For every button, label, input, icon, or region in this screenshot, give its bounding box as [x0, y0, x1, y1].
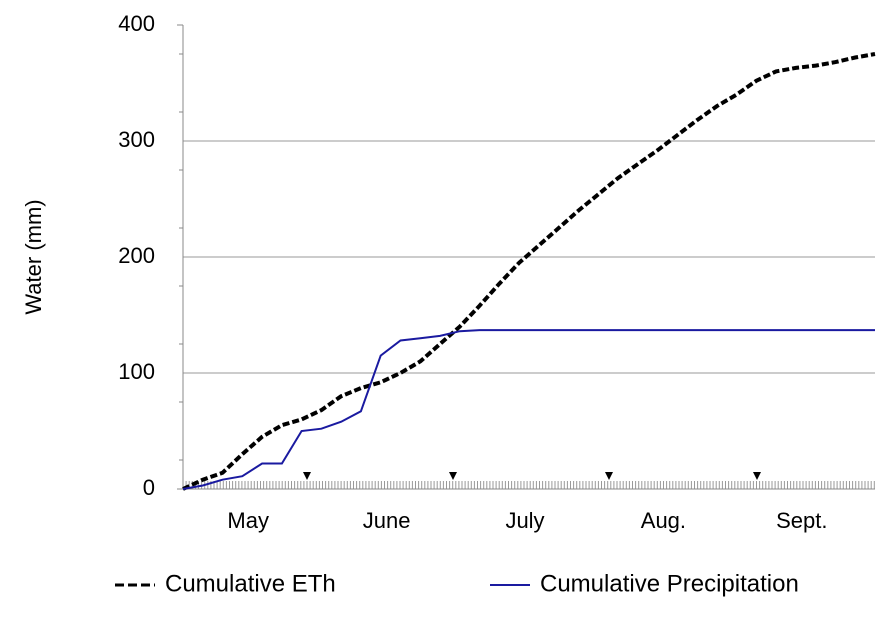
- y-tick-label: 400: [118, 11, 155, 36]
- x-tick-label: Sept.: [776, 508, 827, 533]
- legend-label: Cumulative Precipitation: [540, 570, 799, 597]
- y-axis-label: Water (mm): [21, 199, 46, 314]
- x-tick-label: Aug.: [641, 508, 686, 533]
- y-tick-label: 100: [118, 359, 155, 384]
- series-line: [182, 52, 876, 491]
- legend-label: Cumulative ETh: [165, 570, 336, 597]
- x-axis-decoration: [303, 472, 761, 480]
- y-tick-label: 0: [143, 475, 155, 500]
- y-tick-label: 200: [118, 243, 155, 268]
- x-tick-label: May: [227, 508, 269, 533]
- event-markers: [303, 472, 761, 480]
- y-tick-label: 300: [118, 127, 155, 152]
- series-line: [182, 329, 875, 490]
- x-tick-label: June: [363, 508, 411, 533]
- x-tick-label: July: [505, 508, 544, 533]
